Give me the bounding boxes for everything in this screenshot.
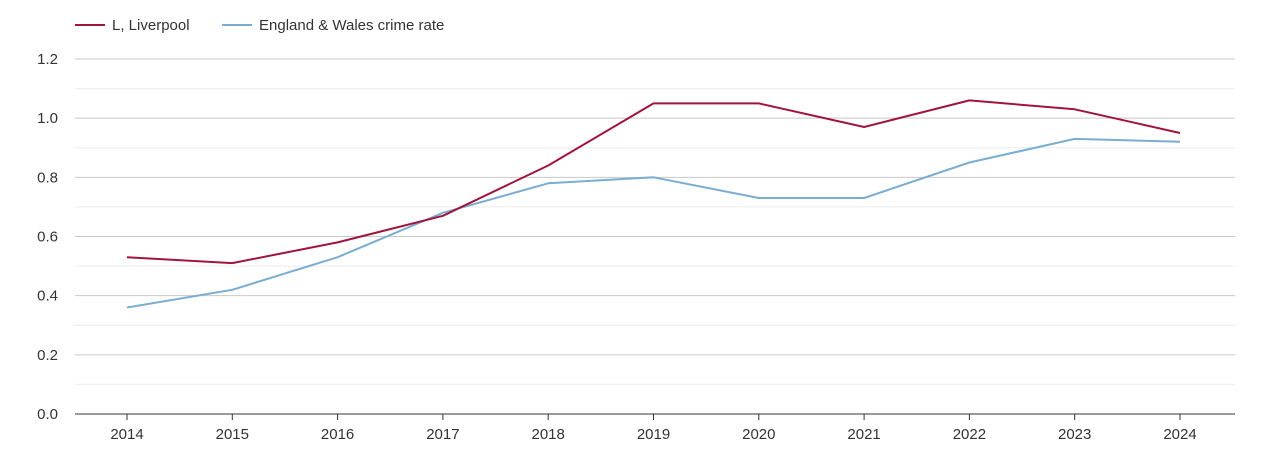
series-line-england-wales-crime-rate[interactable] [126,137,1181,309]
x-tick-label: 2018 [532,426,565,443]
x-tick-label: 2019 [637,426,670,443]
legend-item-liverpool[interactable]: L, Liverpool [75,17,190,34]
series-lines [126,99,1181,309]
series-line-l-liverpool[interactable] [126,99,1181,265]
x-tick-label: 2021 [847,426,880,443]
x-tick-label: 2017 [426,426,459,443]
x-tick-label: 2016 [321,426,354,443]
legend-label-liverpool: L, Liverpool [112,17,190,34]
y-tick-label: 0.6 [37,229,58,246]
x-tick-label: 2014 [110,426,143,443]
legend: L, Liverpool England & Wales crime rate [75,17,444,34]
x-tick-label: 2015 [216,426,249,443]
x-axis: 2014 2015 2016 2017 2018 2019 2020 2021 2022 2023… [75,413,1235,443]
y-tick-label: 0.2 [37,347,58,364]
x-tick-label: 2020 [742,426,775,443]
legend-label-england-wales: England & Wales crime rate [259,17,444,34]
gridlines [75,58,1235,385]
y-axis-tick-labels: 0.0 0.2 0.4 0.6 0.8 1.0 1.2 [37,51,58,423]
y-tick-label: 1.0 [37,110,58,127]
x-tick-label: 2024 [1163,426,1196,443]
legend-item-england-wales[interactable]: England & Wales crime rate [222,17,444,34]
x-tick-label: 2023 [1058,426,1091,443]
y-tick-label: 0.0 [37,406,58,423]
x-tick-label: 2022 [953,426,986,443]
y-tick-label: 0.8 [37,169,58,186]
y-tick-label: 0.4 [37,288,58,305]
y-tick-label: 1.2 [37,51,58,68]
